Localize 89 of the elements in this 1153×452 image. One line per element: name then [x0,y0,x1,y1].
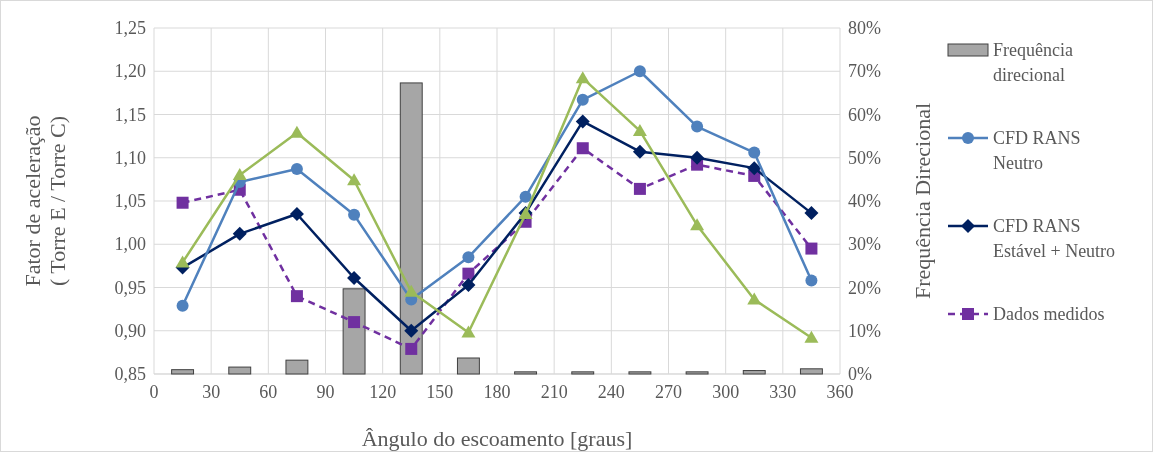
point [576,142,589,155]
x-tick-label: 270 [655,382,682,402]
legend-label: Dados medidos [993,304,1105,324]
y2-tick-label: 80% [848,18,881,38]
point [176,196,189,209]
point [404,284,419,297]
bar [799,368,823,375]
point [632,144,647,159]
bar [456,357,480,375]
point [289,206,304,221]
point [690,150,705,165]
point [461,277,476,292]
y-tick-label: 1,00 [114,234,146,255]
bar [628,371,652,375]
x-tick-label: 30 [202,382,221,402]
bar [228,366,252,375]
y-axis-title: Fator de aceleração ( Torre E / Torre C) [20,115,70,287]
x-tick-label: 330 [769,382,797,402]
point [748,146,761,159]
point [232,168,247,181]
y2-tick-label: 10% [848,320,881,341]
y-tick-label: 0,95 [114,277,146,298]
y2-axis-title: Frequência Direcional [910,102,935,300]
y-tick-label: 1,15 [114,104,146,125]
point [519,190,532,203]
bar [399,82,423,375]
point [805,274,818,287]
point [290,290,303,303]
x-tick-label: 300 [712,382,740,402]
bar [171,369,195,375]
point [348,316,361,329]
x-tick-label: 90 [316,382,335,402]
point [575,114,590,129]
point [176,299,189,312]
x-tick-label: 360 [826,382,854,402]
y2-tick-label: 0% [848,364,872,384]
bar [285,359,309,375]
point [691,120,704,133]
point [804,206,819,221]
y-tick-label: 1,20 [114,61,146,82]
point [289,125,304,138]
y-tick-label: 1,05 [114,191,146,211]
point [461,325,476,338]
y-tick-label: 0,90 [114,320,146,341]
y-tick-label: 0,85 [114,364,146,384]
point [290,163,303,175]
point [747,292,762,305]
point [462,267,475,280]
x-tick-label: 60 [259,382,278,402]
point [175,255,190,268]
point [405,342,418,355]
point [804,330,819,343]
bar [685,371,709,375]
point [747,161,762,176]
point [633,182,646,195]
point [347,270,362,285]
bar [514,371,538,375]
x-tick-label: 180 [483,382,511,402]
point [347,173,362,186]
y2-tick-label: 50% [848,147,881,168]
y2-tick-label: 70% [848,61,881,82]
x-tick-label: 210 [540,382,568,402]
y-tick-label: 1,25 [114,18,146,38]
x-tick-label: 0 [149,382,159,402]
y-tick-label: 1,10 [114,147,146,168]
point [576,93,589,106]
x-tick-label: 240 [597,382,625,402]
legend-label: Frequência direcional [993,40,1073,85]
point [232,226,247,241]
point [462,251,475,264]
point [575,71,590,84]
bar [742,370,766,375]
bar [342,288,366,375]
y2-tick-label: 30% [848,234,881,255]
point [805,242,818,255]
point [690,218,705,231]
y2-tick-label: 40% [848,191,881,211]
point [633,65,646,78]
point [348,208,361,221]
legend-label: CFD RANS Estável + Neutro [993,216,1116,261]
y2-tick-label: 20% [848,277,881,298]
legend-label: CFD RANS Neutro [993,128,1081,173]
y2-tick-label: 60% [848,104,881,125]
point [404,323,419,338]
point [632,123,647,136]
bar [571,371,595,375]
x-tick-label: 150 [426,382,454,402]
x-axis-title: Ângulo do escoamento [graus] [361,426,633,451]
x-tick-label: 120 [369,382,397,402]
